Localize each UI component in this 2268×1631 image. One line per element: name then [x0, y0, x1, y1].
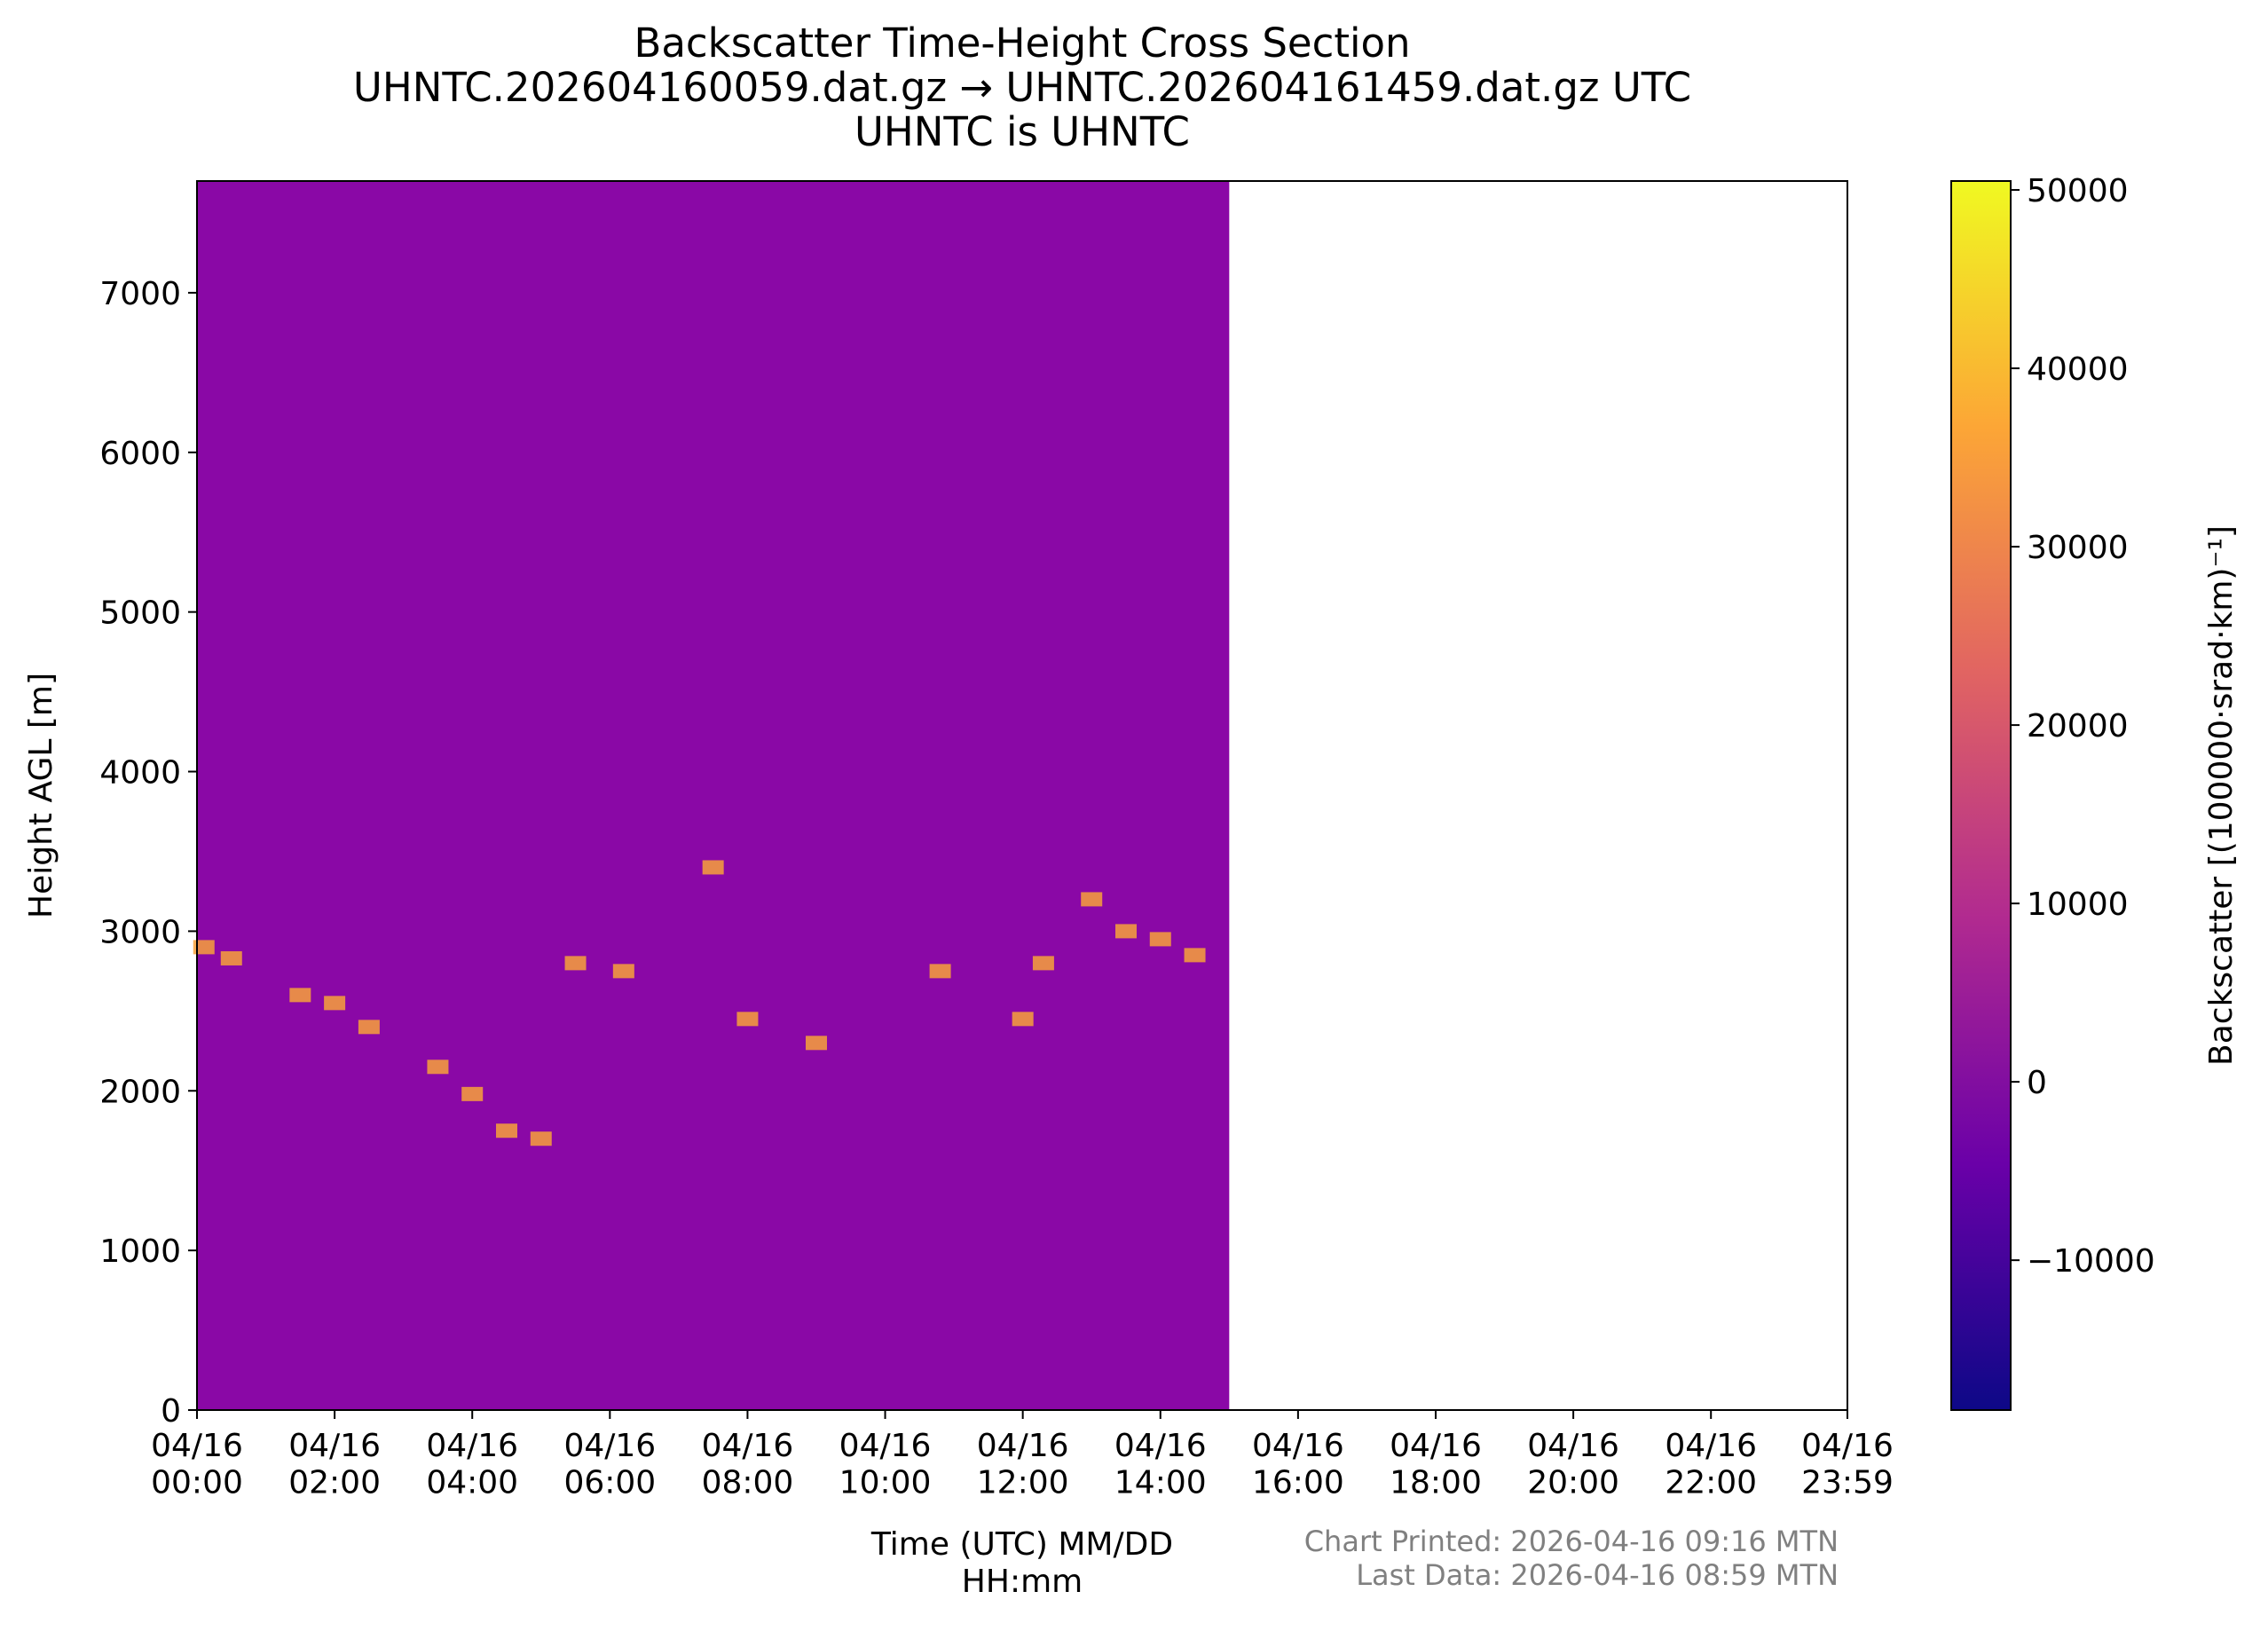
cloud-cell	[1114, 924, 1137, 939]
x-tick-label: 04/16 18:00	[1390, 1428, 1482, 1501]
colorbar-tick-label: 10000	[2027, 886, 2129, 923]
x-tick-label: 04/16 06:00	[563, 1428, 656, 1501]
x-tick-label: 04/16 16:00	[1252, 1428, 1344, 1501]
cloud-cell	[289, 988, 311, 1003]
x-tick-label: 04/16 22:00	[1665, 1428, 1757, 1501]
colorbar-tick-label: 20000	[2027, 708, 2129, 745]
cloud-cell	[1032, 956, 1054, 971]
cloud-cell	[324, 996, 346, 1011]
cloud-cell	[1012, 1012, 1034, 1027]
cloud-cell	[564, 956, 587, 971]
x-tick-label: 04/16 04:00	[426, 1428, 518, 1501]
cloud-cell	[1081, 892, 1103, 907]
y-tick-label: 0	[161, 1393, 181, 1430]
colorbar-tick-label: 30000	[2027, 530, 2129, 566]
colorbar-label: Backscatter [(100000·srad·km)⁻¹]	[2203, 525, 2240, 1066]
colorbar-tick-label: 50000	[2027, 173, 2129, 209]
cloud-cell	[358, 1020, 380, 1035]
x-tick-label: 04/16 12:00	[977, 1428, 1069, 1501]
y-tick-label: 6000	[99, 436, 181, 472]
cloud-cell	[461, 1086, 484, 1101]
cloud-cell	[427, 1060, 449, 1075]
colorbar-tick-label: 0	[2027, 1065, 2047, 1101]
y-axis-label: Height AGL [m]	[23, 673, 59, 918]
y-tick-label: 4000	[99, 755, 181, 792]
cloud-cell	[495, 1123, 517, 1139]
y-tick-label: 5000	[99, 595, 181, 632]
x-tick-label: 04/16 10:00	[839, 1428, 932, 1501]
colorbar-tick-label: −10000	[2027, 1243, 2155, 1280]
y-tick-label: 3000	[99, 914, 181, 950]
data-field	[197, 181, 1230, 1410]
footer-note: Last Data: 2026-04-16 08:59 MTN	[1356, 1558, 1839, 1592]
x-tick-label: 04/16 14:00	[1114, 1428, 1207, 1501]
chart-title: UHNTC is UHNTC	[854, 108, 1190, 155]
cloud-cell	[805, 1036, 827, 1051]
cloud-cell	[736, 1012, 759, 1027]
y-tick-label: 7000	[99, 276, 181, 312]
cloud-cell	[193, 940, 215, 955]
y-tick-label: 2000	[99, 1074, 181, 1110]
cloud-cell	[612, 964, 634, 979]
chart-title: Backscatter Time-Height Cross Section	[634, 20, 1410, 67]
cloud-cell	[530, 1131, 552, 1146]
cloud-cell	[929, 964, 951, 979]
x-tick-label: 04/16 23:59	[1801, 1428, 1894, 1501]
x-tick-label: 04/16 02:00	[288, 1428, 381, 1501]
colorbar	[1950, 180, 2012, 1411]
y-tick-label: 1000	[99, 1233, 181, 1270]
cloud-cell	[1184, 948, 1206, 963]
x-axis-label: HH:mm	[962, 1564, 1083, 1600]
x-tick-label: 04/16 08:00	[702, 1428, 794, 1501]
footer-note: Chart Printed: 2026-04-16 09:16 MTN	[1304, 1525, 1839, 1558]
x-axis-label: Time (UTC) MM/DD	[870, 1526, 1173, 1563]
cloud-cell	[220, 950, 242, 965]
chart-title: UHNTC.202604160059.dat.gz → UHNTC.202604…	[353, 64, 1691, 111]
cloud-cell	[1149, 932, 1171, 947]
colorbar-tick-label: 40000	[2027, 351, 2129, 388]
x-tick-label: 04/16 20:00	[1527, 1428, 1619, 1501]
x-tick-label: 04/16 00:00	[151, 1428, 243, 1501]
cloud-cell	[702, 860, 724, 875]
